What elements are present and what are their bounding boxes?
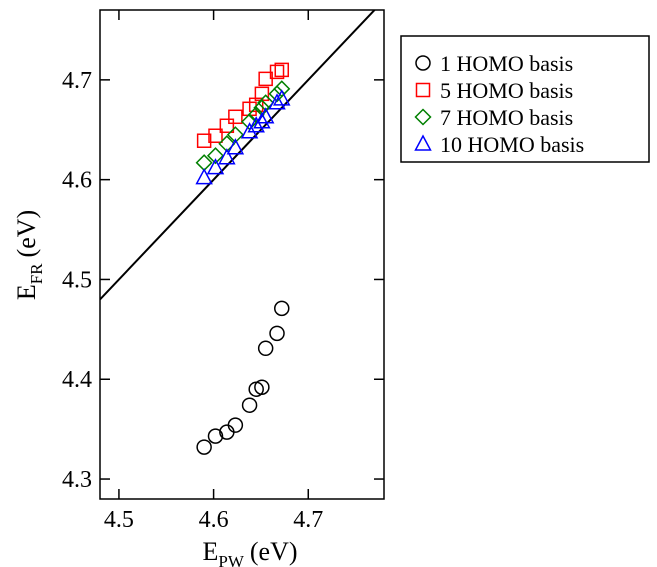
y-tick-label: 4.3 [62, 467, 92, 493]
x-axis-label: EPW (eV) [202, 537, 297, 567]
data-point [219, 118, 235, 134]
data-point [256, 107, 275, 124]
y-axis-label-sub: FR [27, 263, 46, 284]
legend-marker-triangle [414, 134, 432, 151]
legend-label: 1 HOMO basis [440, 51, 573, 76]
data-point [269, 325, 285, 342]
y-tick-label: 4.4 [62, 367, 92, 393]
x-axis-label-unit: (eV) [250, 537, 298, 566]
data-point [195, 168, 213, 185]
data-point [269, 64, 285, 80]
data-point [247, 106, 265, 124]
plot-frame [99, 9, 385, 500]
x-tick-label: 4.6 [199, 507, 229, 533]
data-point [273, 80, 291, 98]
data-point [248, 97, 264, 113]
legend-marker-diamond [414, 108, 432, 126]
data-point [273, 89, 291, 106]
series-4 [195, 89, 291, 185]
data-point [196, 439, 212, 455]
legend-marker-square [415, 82, 431, 98]
legend-box [400, 35, 650, 163]
y-axis-label-main: E [12, 284, 41, 300]
data-point [206, 147, 225, 165]
series-3 [195, 80, 291, 172]
legend-marker-circle [415, 55, 431, 71]
data-point [241, 397, 258, 413]
data-point [226, 138, 245, 155]
x-axis-label-sub: PW [218, 552, 244, 567]
data-point [196, 133, 212, 148]
data-point [226, 126, 244, 144]
data-point [254, 379, 270, 395]
data-point [208, 128, 223, 143]
x-axis-label-main: E [202, 537, 218, 566]
series-1 [196, 300, 290, 455]
data-point [274, 300, 290, 317]
x-tick-label: 4.5 [104, 507, 134, 533]
legend-label: 7 HOMO basis [440, 105, 573, 130]
y-axis-label-unit: (eV) [12, 210, 41, 258]
legend-label: 5 HOMO basis [440, 78, 573, 103]
data-point [253, 112, 271, 129]
legend-label: 10 HOMO basis [440, 132, 584, 157]
data-point [228, 109, 243, 125]
data-point [257, 340, 274, 357]
data-point [207, 428, 224, 444]
y-tick-label: 4.6 [62, 168, 92, 194]
x-tick-label: 4.7 [293, 507, 323, 533]
y-tick-label: 4.7 [62, 68, 92, 94]
y-tick-label: 4.5 [62, 267, 92, 293]
data-point [218, 148, 236, 165]
y-axis-label: EFR (eV) [12, 210, 46, 300]
data-point [206, 158, 225, 175]
data-point [268, 93, 286, 110]
data-point [247, 116, 265, 133]
data-point [227, 417, 244, 433]
data-point [240, 122, 259, 139]
data-point [274, 62, 290, 78]
reference-line [100, 10, 376, 301]
